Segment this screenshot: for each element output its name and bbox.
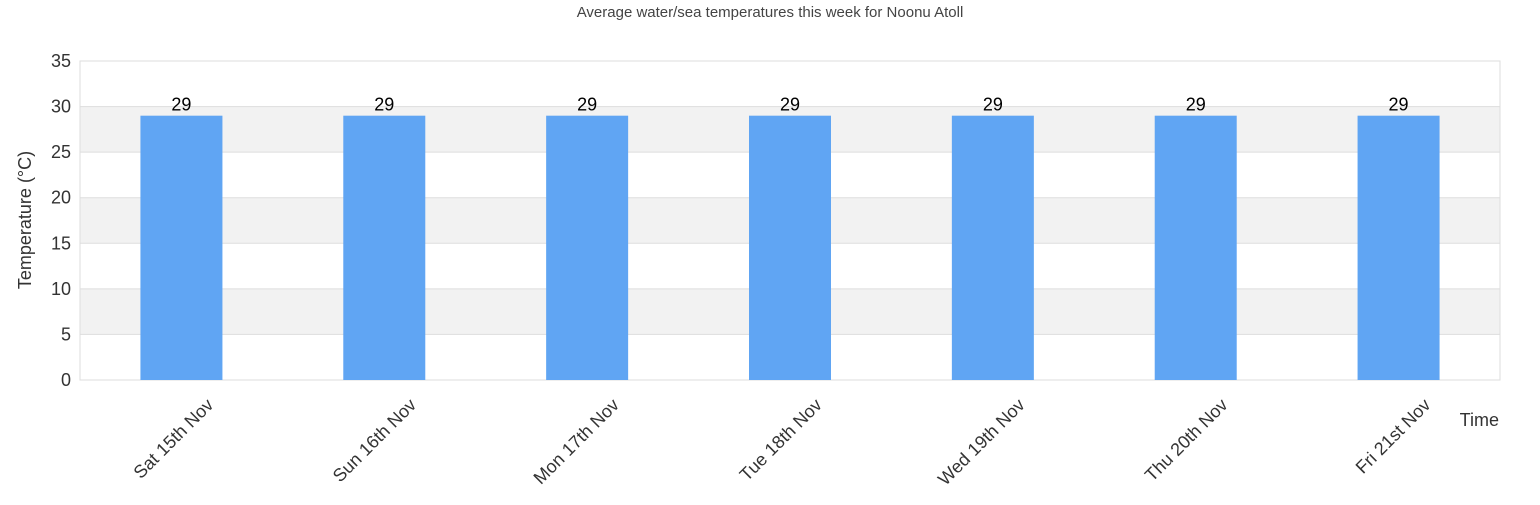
y-tick-label: 30 (51, 97, 71, 117)
x-tick-label: Wed 19th Nov (934, 395, 1029, 490)
data-label: 29 (983, 95, 1003, 115)
x-tick-label: Tue 18th Nov (736, 395, 826, 485)
y-tick-label: 10 (51, 279, 71, 299)
bar (1154, 115, 1237, 380)
bar (749, 115, 831, 380)
y-tick-label: 35 (51, 51, 71, 71)
y-tick-label: 5 (61, 324, 71, 344)
y-tick-label: 15 (51, 233, 71, 253)
bar (546, 115, 629, 380)
bar (951, 115, 1034, 380)
data-label: 29 (374, 95, 394, 115)
y-axis-title: Temperature (°C) (15, 151, 35, 289)
data-label: 29 (171, 95, 191, 115)
bar (140, 115, 223, 380)
x-tick-label: Fri 21st Nov (1352, 395, 1435, 478)
data-label: 29 (780, 95, 800, 115)
x-axis-ticks: Sat 15th Nov Sun 16th Nov Mon 17th Nov Tue … (130, 395, 1435, 490)
y-tick-label: 20 (51, 188, 71, 208)
x-tick-label: Thu 20th Nov (1141, 395, 1232, 486)
x-tick-label: Mon 17th Nov (530, 395, 623, 488)
data-label: 29 (1186, 95, 1206, 115)
data-labels: 29 29 29 29 29 29 29 (171, 95, 1408, 115)
bar (343, 115, 426, 380)
bars (140, 115, 1440, 380)
x-tick-label: Sat 15th Nov (130, 395, 218, 483)
y-tick-label: 25 (51, 142, 71, 162)
chart-title: Average water/sea temperatures this week… (577, 4, 964, 21)
x-tick-label: Sun 16th Nov (329, 395, 420, 486)
bar (1357, 115, 1440, 380)
y-axis-ticks: 0 5 10 15 20 25 30 35 (51, 51, 71, 390)
x-axis-title: Time (1460, 410, 1499, 430)
y-tick-label: 0 (61, 370, 71, 390)
data-label: 29 (577, 95, 597, 115)
data-label: 29 (1389, 95, 1409, 115)
